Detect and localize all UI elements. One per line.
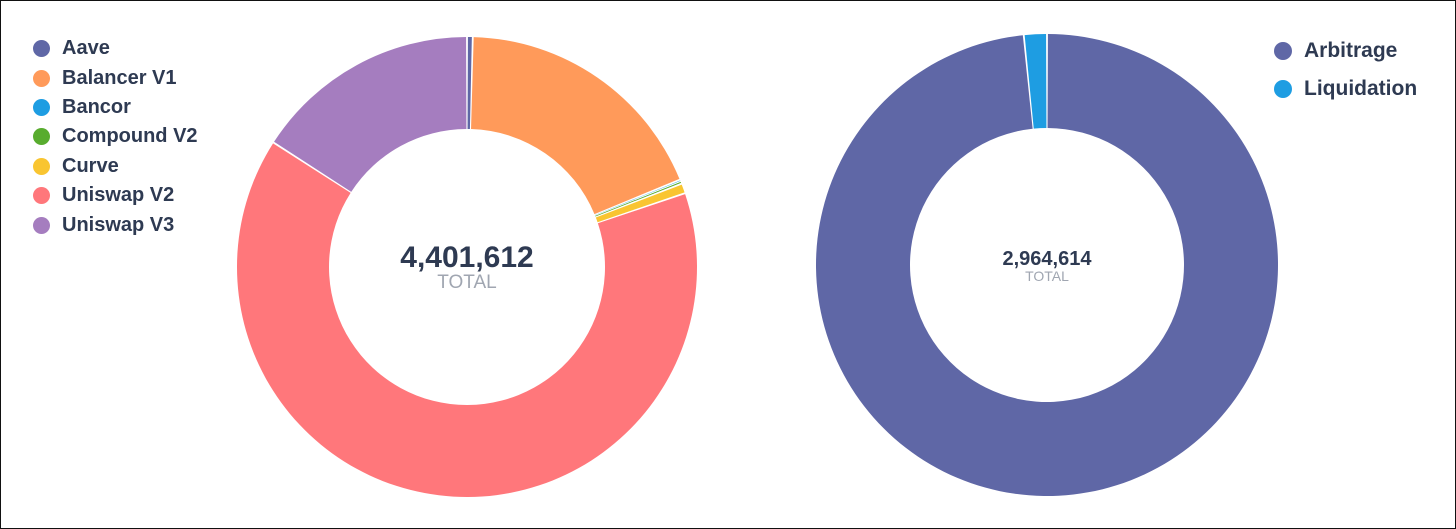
donut-slice-curve[interactable] bbox=[595, 184, 685, 223]
legend-item-bancor[interactable]: Bancor bbox=[33, 93, 198, 122]
donut-slice-liquidation[interactable] bbox=[1024, 34, 1047, 129]
donut-slice-compound-v2[interactable] bbox=[595, 181, 682, 217]
legend-item-arbitrage[interactable]: Arbitrage bbox=[1274, 32, 1417, 70]
legend-label: Balancer V1 bbox=[62, 66, 177, 89]
legend-label: Aave bbox=[62, 37, 110, 60]
legend-label: Uniswap V2 bbox=[62, 184, 175, 207]
legend-label: Compound V2 bbox=[62, 125, 198, 148]
legend-item-uniswap-v2[interactable]: Uniswap V2 bbox=[33, 181, 198, 210]
legend-dot-icon bbox=[1274, 42, 1292, 60]
legend-dot-icon bbox=[33, 98, 50, 116]
legend-item-balancer-v1[interactable]: Balancer V1 bbox=[33, 63, 198, 92]
legend-label: Liquidation bbox=[1304, 77, 1418, 100]
donut-slice-uniswap-v3[interactable] bbox=[274, 37, 467, 192]
protocol-legend: Aave Balancer V1 Bancor Compound V2 Curve Uni… bbox=[33, 34, 198, 240]
legend-label: Arbitrage bbox=[1304, 39, 1398, 62]
protocol-donut-panel: Aave Balancer V1 Bancor Compound V2 Curve Uni… bbox=[1, 1, 728, 528]
donut-total-label: TOTAL bbox=[437, 272, 496, 293]
legend-label: Curve bbox=[62, 154, 119, 177]
legend-item-uniswap-v3[interactable]: Uniswap V3 bbox=[33, 210, 198, 239]
legend-dot-icon bbox=[33, 216, 50, 234]
legend-dot-icon bbox=[33, 128, 50, 146]
legend-item-aave[interactable]: Aave bbox=[33, 34, 198, 63]
legend-dot-icon bbox=[33, 157, 50, 175]
donut-total-value: 2,964,614 bbox=[1003, 248, 1093, 270]
type-legend: Arbitrage Liquidation bbox=[1274, 32, 1417, 108]
donut-slice-bancor[interactable] bbox=[594, 180, 681, 216]
legend-item-liquidation[interactable]: Liquidation bbox=[1274, 70, 1417, 108]
legend-dot-icon bbox=[33, 187, 50, 205]
legend-item-curve[interactable]: Curve bbox=[33, 152, 198, 181]
legend-label: Uniswap V3 bbox=[62, 213, 175, 236]
donut-total-value: 4,401,612 bbox=[400, 241, 533, 274]
legend-dot-icon bbox=[33, 40, 50, 58]
type-donut-panel: Arbitrage Liquidation 2,964,614 TOTAL bbox=[728, 1, 1455, 528]
donut-total-label: TOTAL bbox=[1025, 268, 1069, 284]
donut-slice-arbitrage[interactable] bbox=[816, 34, 1278, 497]
donut-slice-uniswap-v2[interactable] bbox=[236, 143, 697, 498]
legend-label: Bancor bbox=[62, 95, 131, 118]
donut-slice-aave[interactable] bbox=[467, 37, 472, 130]
legend-dot-icon bbox=[33, 69, 50, 87]
legend-dot-icon bbox=[1274, 80, 1292, 98]
donut-slice-balancer-v1[interactable] bbox=[471, 37, 680, 215]
legend-item-compound-v2[interactable]: Compound V2 bbox=[33, 122, 198, 151]
